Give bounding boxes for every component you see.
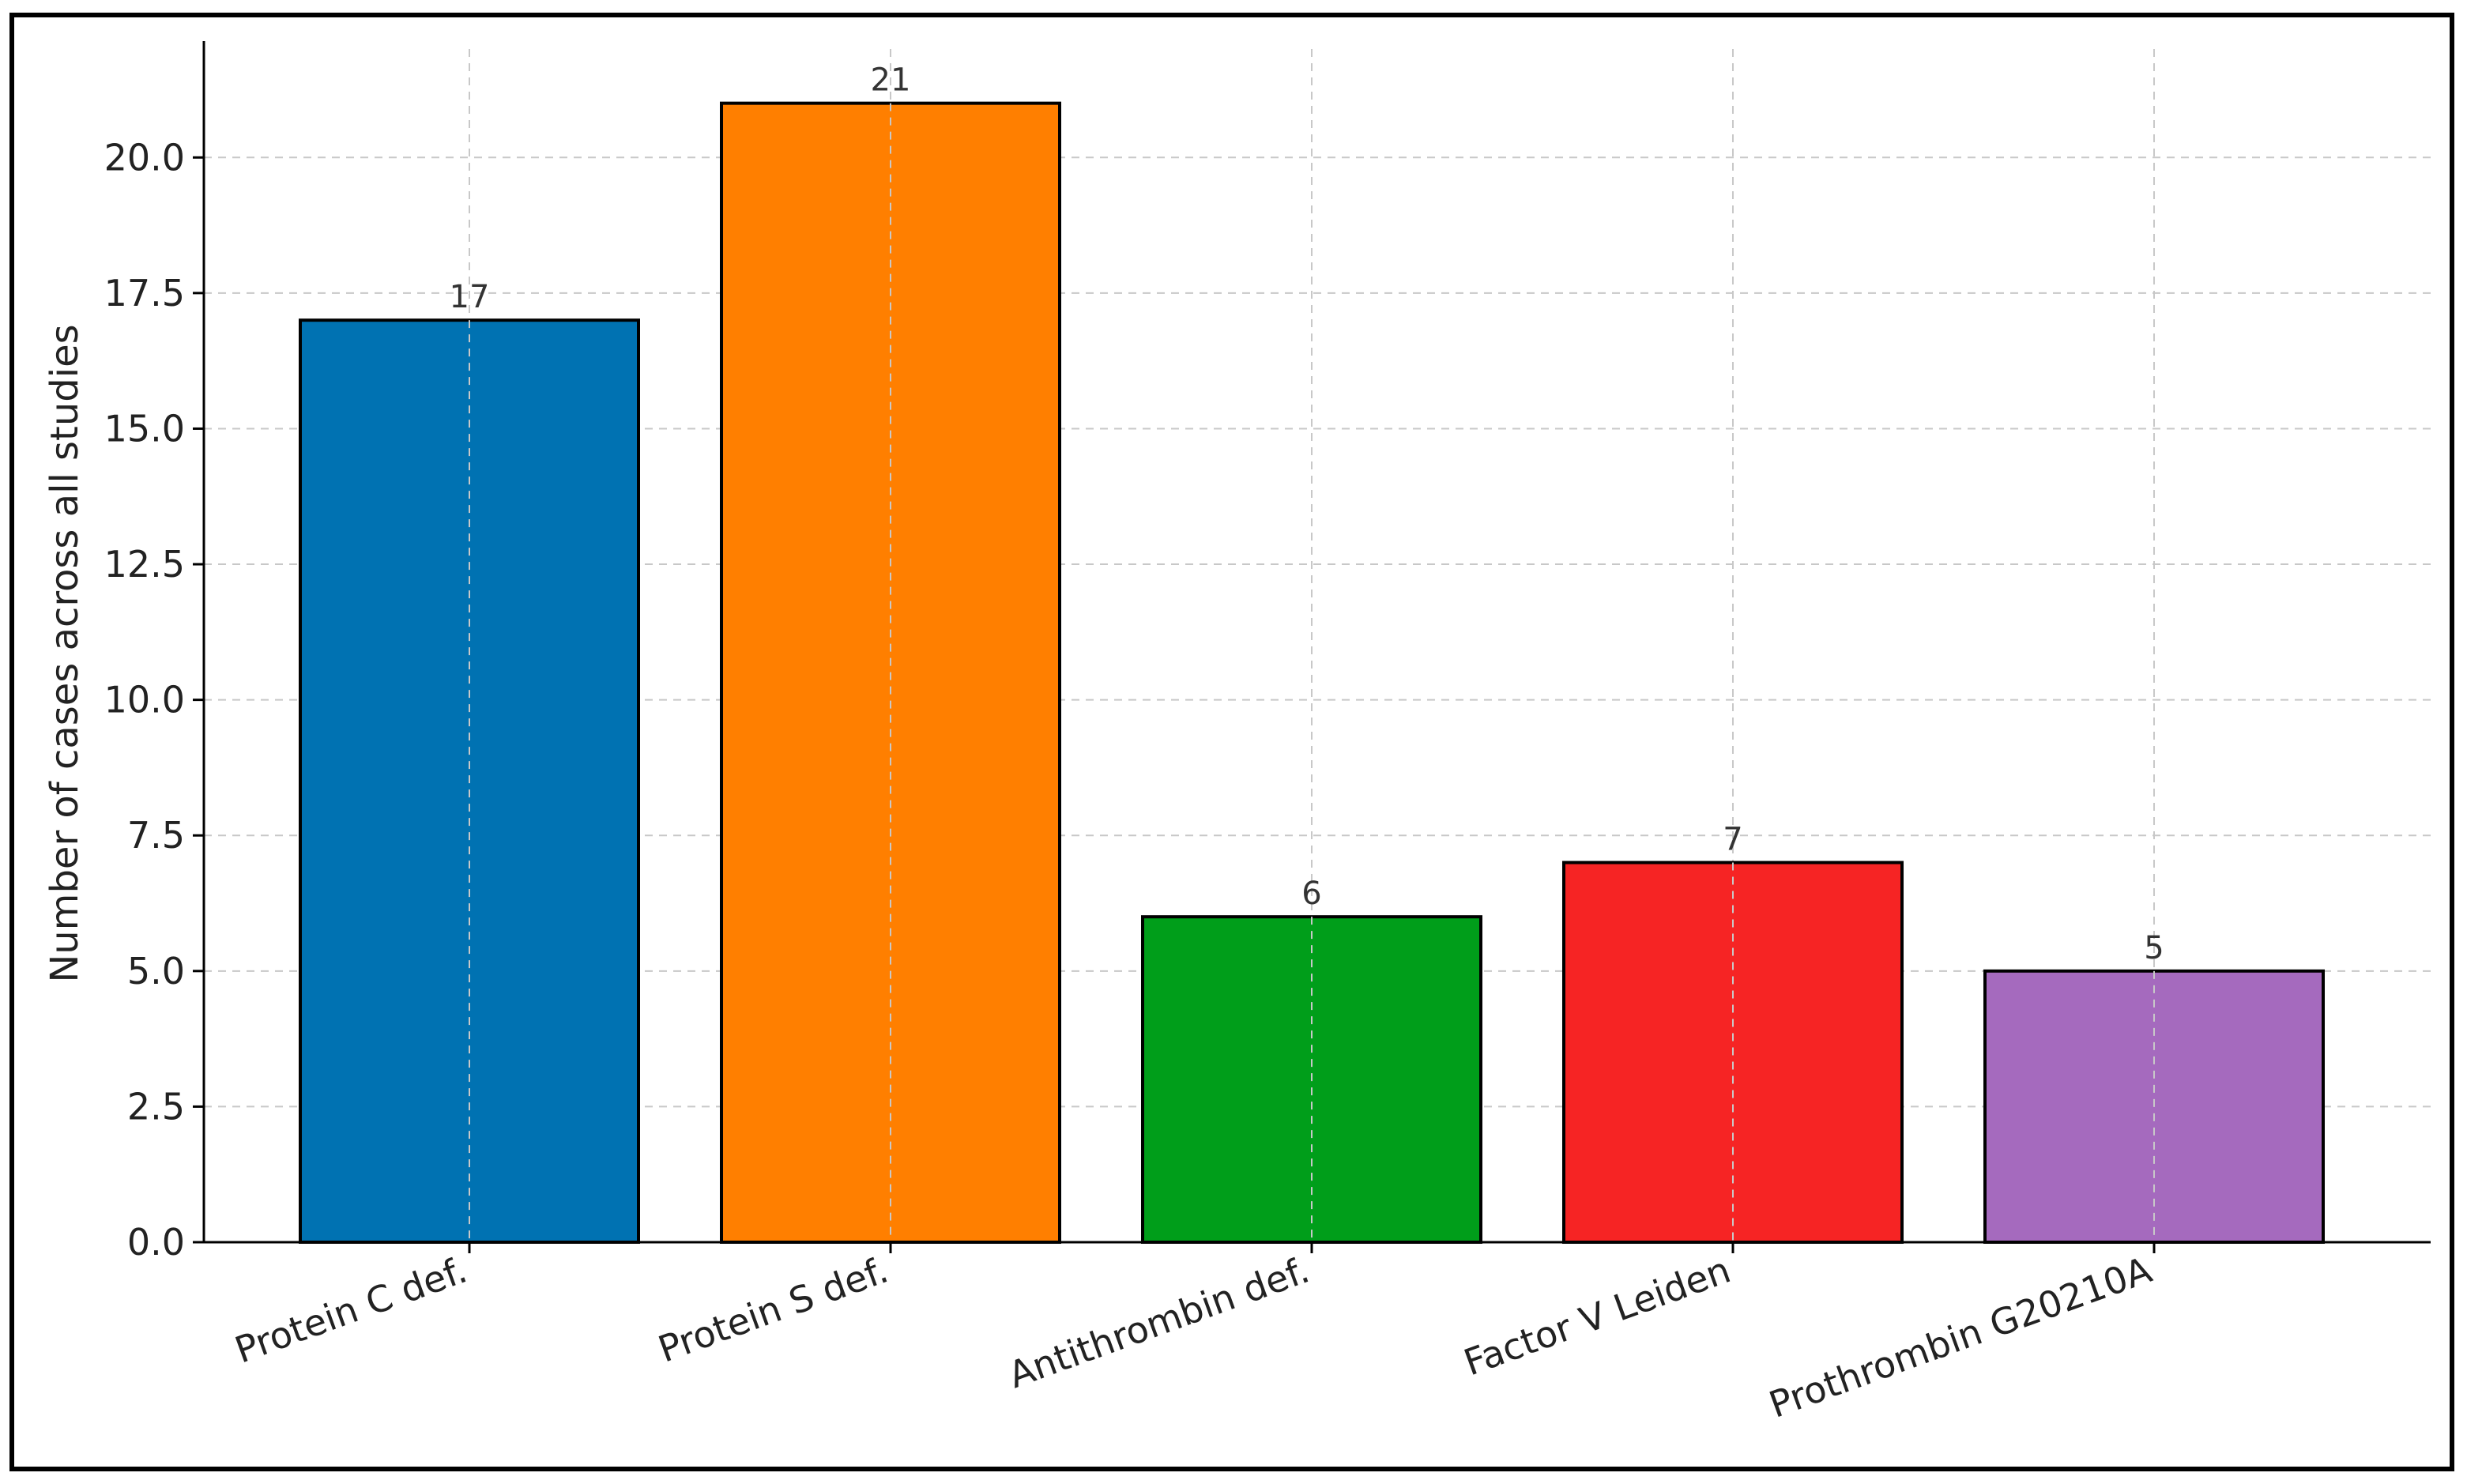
data-label: 5	[2144, 930, 2164, 966]
y-tick-label: 12.5	[104, 543, 185, 586]
data-label: 6	[1301, 876, 1321, 912]
y-tick-label: 5.0	[127, 950, 185, 992]
x-category-label: Antithrombin def.	[1003, 1249, 1315, 1397]
x-category-label: Protein C def.	[229, 1249, 473, 1372]
y-tick-label: 7.5	[127, 814, 185, 857]
axes-layer	[193, 41, 2431, 1253]
x-category-label: Factor V Leiden	[1459, 1249, 1736, 1384]
y-tick-label: 20.0	[104, 136, 185, 179]
y-tick-label: 17.5	[104, 272, 185, 315]
data-label: 21	[871, 62, 911, 99]
data-label: 17	[450, 279, 490, 315]
y-tick-label: 15.0	[104, 407, 185, 450]
bars-layer	[299, 101, 2325, 1245]
bar-chart: 0.0 2.5 5.0 7.5 10.0 12.5 15.0 17.5 20.0 17 Protei…	[43, 41, 2431, 1426]
y-tick-label: 0.0	[127, 1221, 185, 1264]
y-tick-label: 10.0	[104, 679, 185, 721]
y-tick-label: 2.5	[127, 1085, 185, 1128]
data-label: 7	[1723, 822, 1742, 858]
x-category-label: Prothrombin G20210A	[1764, 1248, 2157, 1426]
chart-frame: 0.0 2.5 5.0 7.5 10.0 12.5 15.0 17.5 20.0 17 Protei…	[9, 13, 2454, 1471]
x-category-label: Protein S def.	[653, 1249, 894, 1371]
y-axis-title: Number of cases across all studies	[43, 324, 87, 982]
